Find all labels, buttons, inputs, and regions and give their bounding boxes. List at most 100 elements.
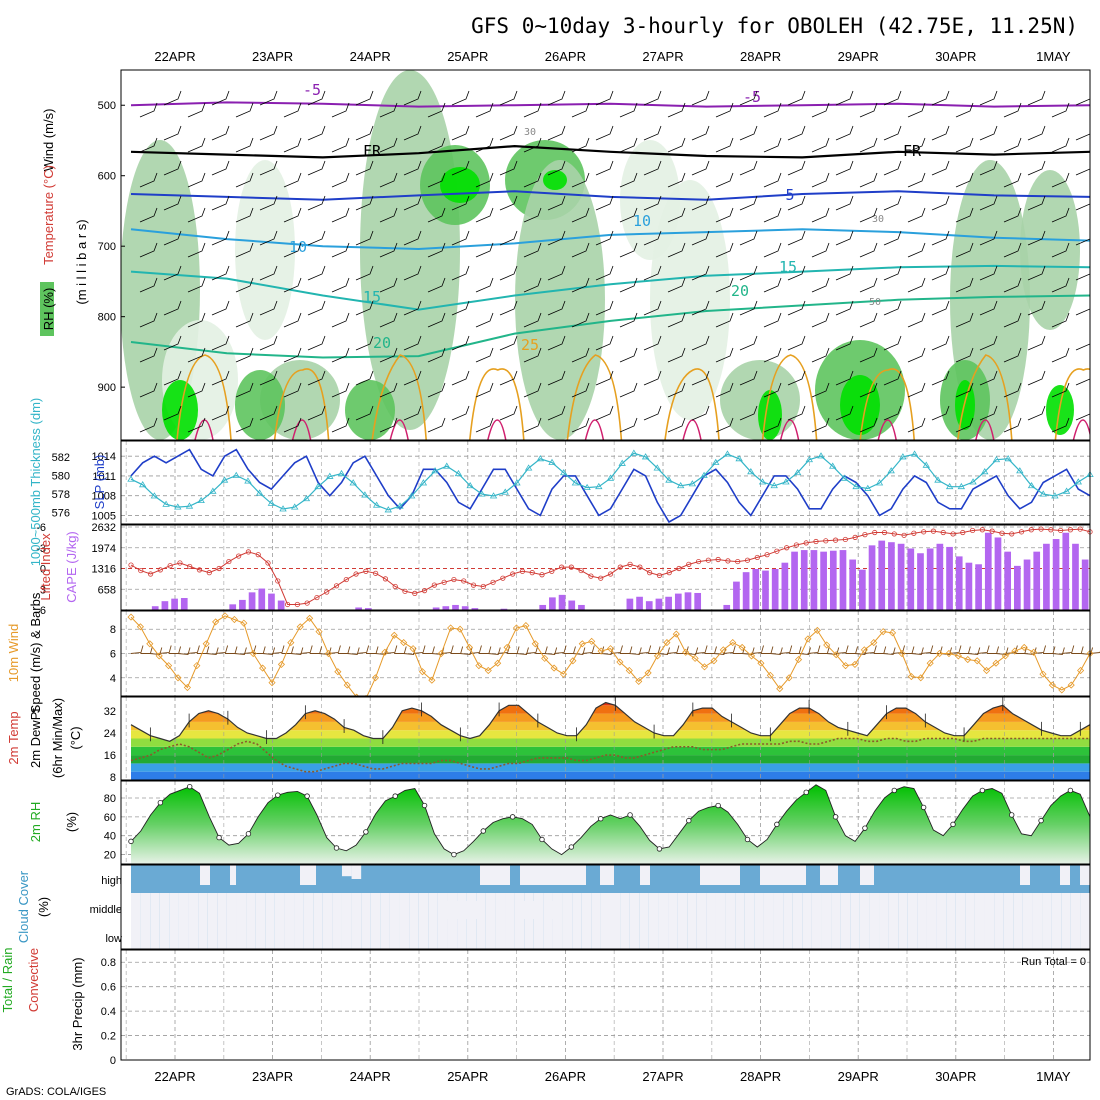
sfc-barb-57 — [666, 645, 680, 654]
barb-363 — [1003, 207, 1022, 223]
cloud-gap-low-93 — [1022, 921, 1033, 949]
isotherm-30-plume-1 — [291, 419, 312, 440]
cape-bar-88 — [984, 532, 992, 610]
cloud-gap-low-88 — [974, 921, 985, 949]
cape-bar-87 — [975, 564, 982, 610]
cloud-gap-low-2 — [150, 921, 160, 949]
barb-177 — [547, 335, 566, 351]
barb-102 — [379, 172, 398, 188]
barb-152 — [499, 160, 518, 176]
thickness-point-25 — [419, 479, 428, 486]
barb-291 — [835, 125, 854, 141]
barb-128 — [427, 382, 446, 398]
thickness-point-32 — [501, 488, 509, 495]
wind-point-13 — [249, 649, 257, 658]
barb-82 — [331, 172, 350, 188]
barb-223 — [667, 207, 686, 223]
barb-283 — [811, 207, 830, 223]
li-point-32 — [441, 579, 447, 585]
barb-8 — [139, 382, 158, 398]
cloud-gap-middle-8 — [207, 893, 218, 921]
thickness-point-24 — [407, 492, 416, 499]
wind-point-92 — [992, 659, 1000, 667]
wind-point-31 — [418, 668, 427, 676]
cape-bar-4 — [171, 598, 178, 610]
barb-353 — [979, 195, 998, 211]
thickness-point-19 — [349, 479, 357, 486]
barb-298 — [835, 370, 854, 386]
barb-311 — [883, 125, 902, 141]
barb-225 — [667, 277, 686, 293]
barb-292 — [835, 160, 854, 176]
wind-point-73 — [813, 626, 821, 634]
thickness-line — [130, 452, 1091, 511]
li-point-61 — [725, 558, 731, 564]
li-point-39 — [510, 571, 516, 577]
cape-bar-86 — [965, 562, 973, 610]
wind-point-93 — [1001, 652, 1009, 660]
cloud-gap-middle-80 — [898, 893, 908, 921]
barb-350 — [979, 90, 998, 106]
cloud-gap-middle-0 — [131, 893, 141, 921]
cloud-gap-low-1 — [140, 921, 151, 949]
barb-124 — [427, 242, 446, 258]
sfc-barb-45 — [554, 645, 567, 654]
barb-379 — [1027, 405, 1046, 421]
pressure-tick-800: 800 — [98, 312, 116, 324]
cape-bar-68 — [791, 551, 798, 610]
barb-300 — [859, 102, 878, 118]
cloud-gap-middle-85 — [946, 893, 956, 921]
barb-397 — [1075, 342, 1090, 351]
li-point-23 — [353, 571, 359, 577]
barb-326 — [907, 312, 926, 328]
sfc-barb-63 — [723, 645, 736, 654]
sfc-barb-90 — [977, 645, 990, 654]
thickness-point-10 — [244, 477, 252, 484]
barb-27 — [187, 347, 206, 363]
li-point-24 — [363, 568, 369, 574]
sfc-barb-101 — [1080, 647, 1094, 655]
thickness-point-79 — [1051, 492, 1059, 499]
isotherm-label-30-1: 30 — [872, 214, 884, 225]
dewpoint-line — [130, 737, 1090, 773]
thickness-point-73 — [981, 468, 989, 475]
barb-377 — [1027, 335, 1046, 351]
cloud-gap-low-3 — [159, 921, 170, 949]
sfc-barb-48 — [582, 645, 595, 654]
wind-point-86 — [936, 649, 944, 658]
cloud-gap-low-98 — [1070, 921, 1081, 949]
rh-point-30 — [421, 802, 428, 809]
barb-24 — [187, 242, 206, 258]
li-point-47 — [588, 573, 594, 579]
cloud-gap-high-22 — [341, 865, 352, 877]
cloud-gap-middle-21 — [332, 893, 342, 921]
cloud-gap-middle-31 — [428, 893, 438, 921]
barb-17 — [163, 335, 182, 351]
rh-blob-9 — [650, 180, 730, 420]
barb-306 — [859, 312, 878, 328]
cloud-gap-low-70 — [802, 921, 812, 949]
barb-170 — [547, 90, 566, 106]
isotherm-25-plume-2 — [371, 354, 427, 440]
thickness-point-48 — [688, 480, 697, 487]
upper-ylabel-wind: Wind (m/s) — [41, 109, 56, 172]
cloud-gap-middle-11 — [236, 893, 247, 921]
slp-tick-1008: 1008 — [92, 491, 116, 503]
barb-272 — [787, 160, 806, 176]
cloud-gap-low-13 — [255, 921, 266, 949]
barb-313 — [883, 195, 902, 211]
cloud-gap-low-89 — [984, 921, 995, 949]
cloud-gap-low-42 — [533, 921, 544, 949]
cape-bar-63 — [742, 572, 750, 610]
bottom-date-labels: 22APR 23APR 24APR 25APR 26APR 27APR 28APR 29APR… — [154, 1069, 1071, 1084]
barb-374 — [1027, 230, 1046, 246]
barb-346 — [955, 312, 974, 328]
top-date-28APR: 28APR — [740, 49, 781, 64]
barb-18 — [163, 370, 182, 386]
cloud-gap-middle-39 — [505, 893, 515, 921]
barb-337 — [931, 335, 950, 351]
li-tick-3: 3 — [40, 584, 46, 596]
cloud-gap-low-95 — [1042, 921, 1052, 949]
barb-141 — [475, 137, 494, 153]
barb-74 — [307, 230, 326, 246]
